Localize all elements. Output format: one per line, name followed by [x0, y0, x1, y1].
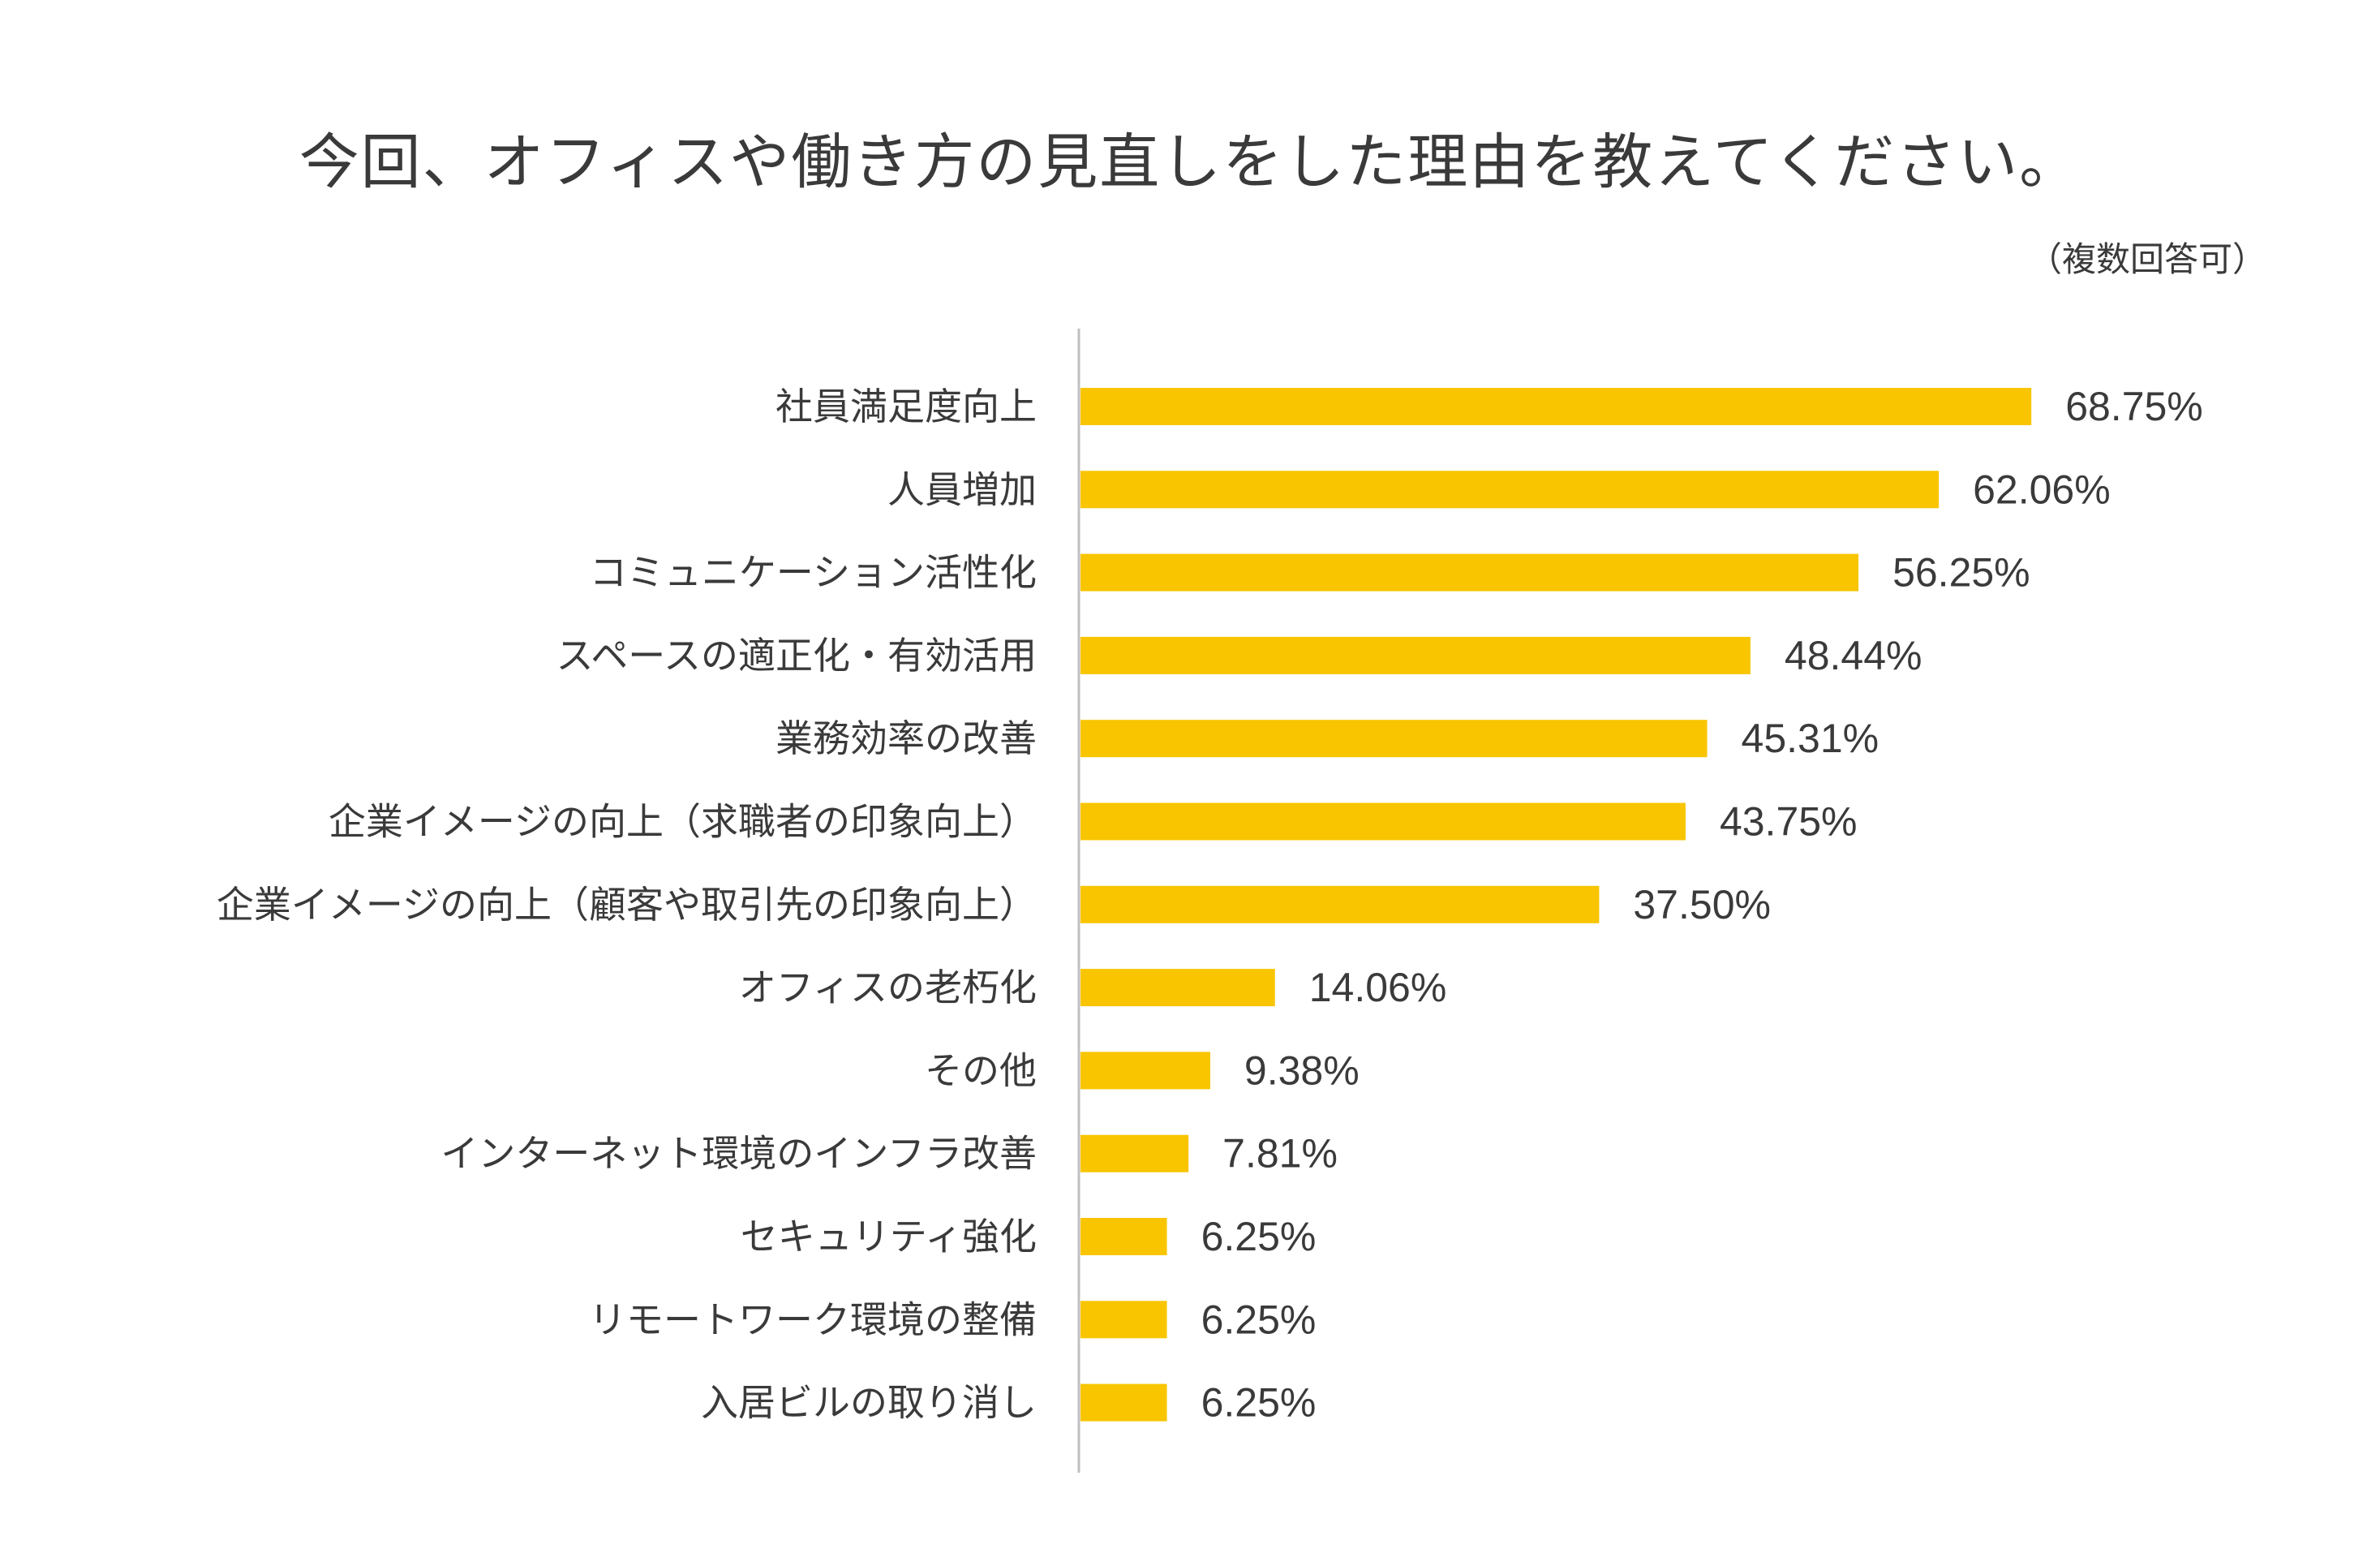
category-label: コミュニケーション活性化 [590, 551, 1037, 595]
chart-subtitle: （複数回答可） [2027, 239, 2266, 279]
bar [1080, 388, 2032, 425]
category-label: リモートワーク環境の整備 [589, 1297, 1037, 1341]
value-label: 6.25% [1201, 1380, 1317, 1426]
category-label: 業務効率の改善 [775, 716, 1037, 760]
bar [1080, 1383, 1167, 1422]
value-label: 45.31% [1742, 716, 1880, 761]
bar [1080, 1134, 1189, 1172]
value-label: 56.25% [1892, 550, 2030, 596]
category-label: 入居ビルの取り消し [701, 1381, 1037, 1425]
bar [1080, 553, 1859, 592]
category-label: オフィスの老朽化 [739, 966, 1037, 1009]
category-label: セキュリティ強化 [741, 1215, 1037, 1258]
value-label: 68.75% [2065, 384, 2203, 429]
value-label: 6.25% [1201, 1297, 1317, 1342]
bar [1080, 802, 1686, 841]
category-label: 人員増加 [887, 467, 1037, 511]
category-label: 社員満足度向上 [775, 385, 1037, 428]
category-label: その他 [925, 1048, 1037, 1092]
value-label: 7.81% [1222, 1131, 1338, 1177]
bars-layer: 社員満足度向上 68.75% 人員増加 62.06% コミュニケーション活性化 56.25… [217, 384, 2203, 1426]
category-label: インターネット環境のインフラ改善 [440, 1132, 1037, 1176]
bar [1080, 471, 1940, 509]
bar [1080, 1301, 1167, 1339]
category-label: 企業イメージの向上（求職者の印象向上） [329, 800, 1037, 844]
value-label: 62.06% [1973, 467, 2111, 512]
bar [1080, 720, 1708, 758]
bar [1080, 1218, 1167, 1255]
bar [1080, 636, 1751, 674]
category-label: スペースの適正化・有効活用 [556, 634, 1037, 678]
value-label: 14.06% [1309, 965, 1447, 1010]
value-label: 6.25% [1201, 1214, 1317, 1259]
bar [1080, 885, 1600, 923]
chart-title: 今回、オフィスや働き方の見直しをした理由を教えてください。 [299, 127, 2081, 197]
value-label: 37.50% [1633, 882, 1771, 927]
value-label: 48.44% [1785, 633, 1922, 678]
category-label: 企業イメージの向上（顧客や取引先の印象向上） [217, 883, 1037, 927]
bar [1080, 1052, 1210, 1090]
bar [1080, 969, 1275, 1007]
value-label: 9.38% [1244, 1048, 1360, 1093]
value-label: 43.75% [1720, 799, 1858, 845]
